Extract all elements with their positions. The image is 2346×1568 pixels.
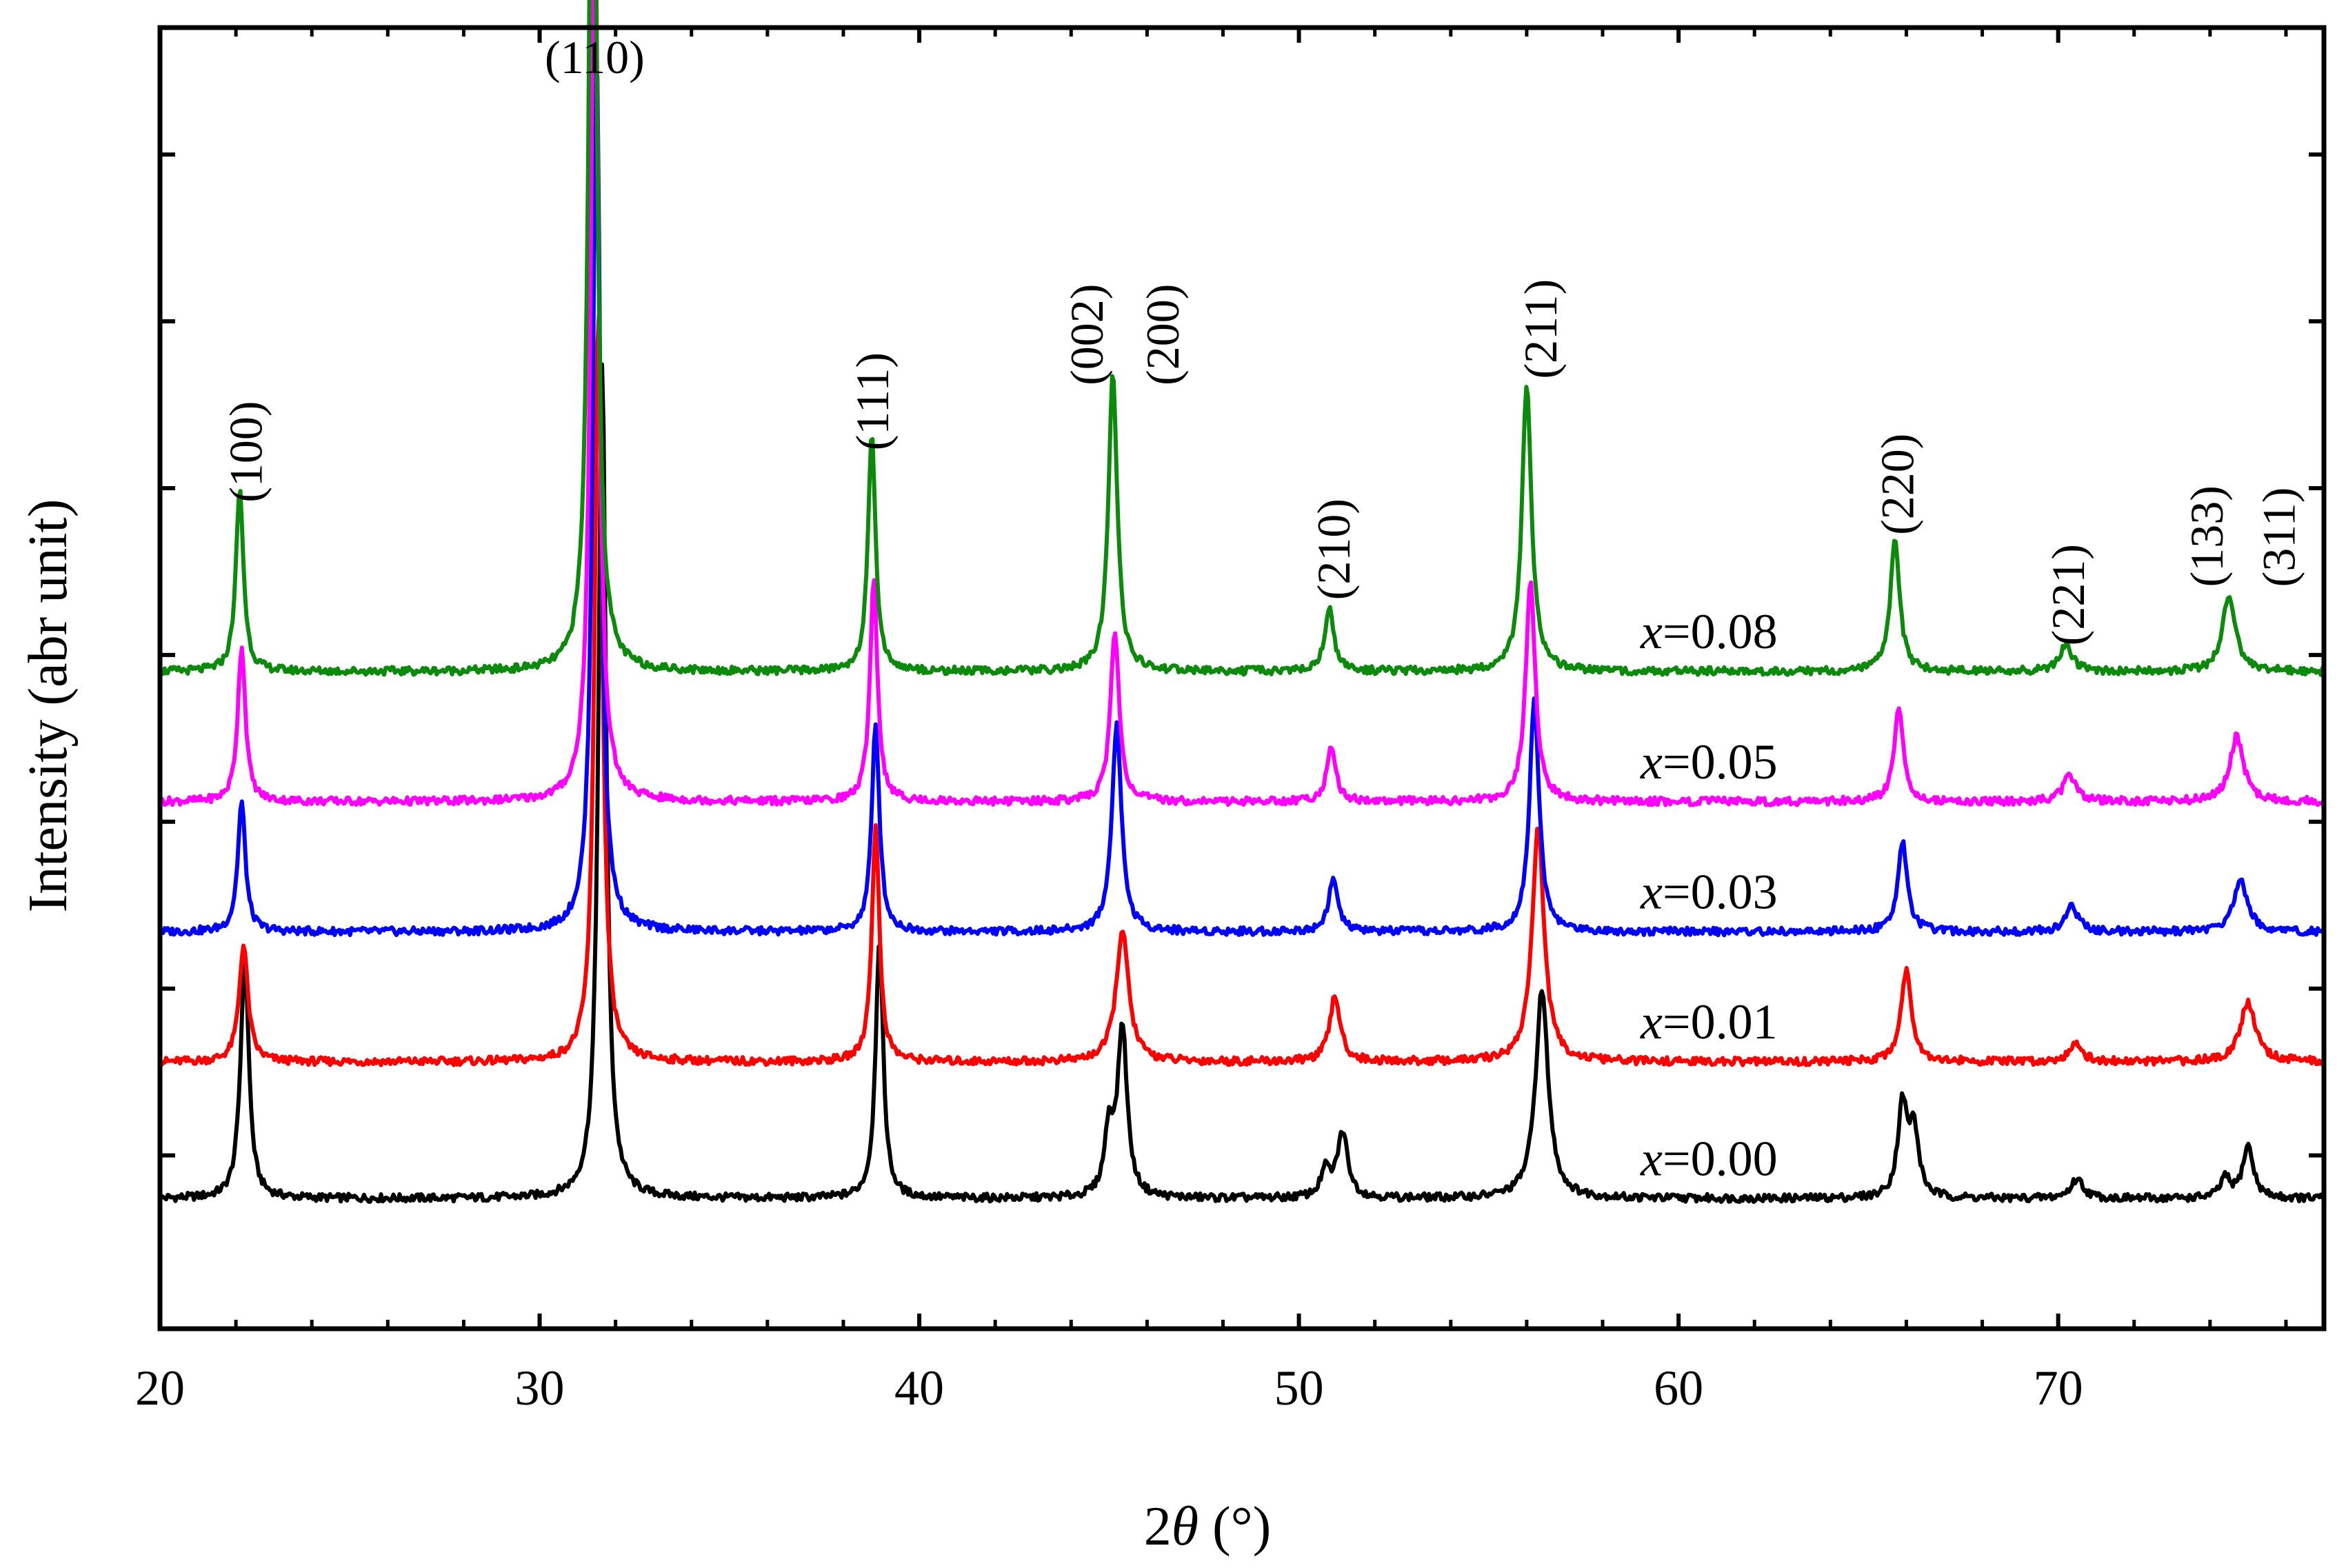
series-label: x=0.08 [1640,604,1778,659]
series-label: x=0.00 [1640,1131,1778,1186]
peak-label: (111) [846,352,899,450]
peak-label: (311) [2253,488,2305,587]
peak-label: (110) [545,31,645,83]
series-label: x=0.05 [1640,734,1778,790]
series-label-var: x [1640,1131,1663,1186]
x-tick-label: 20 [135,1360,185,1416]
series-line-x=0.08 [159,0,2326,677]
x-tick-label: 40 [894,1360,944,1416]
series-label-value: =0.03 [1663,864,1778,919]
series-label: x=0.03 [1640,864,1778,919]
peak-label: (133) [2180,485,2233,587]
series-label-value: =0.05 [1663,734,1778,790]
x-axis-title: 2θ (°) [1144,1496,1272,1557]
series-label-var: x [1640,864,1663,919]
peak-label: (211) [1514,279,1567,379]
series-line-x=0.05 [158,0,2326,807]
peak-label: (002) [1061,284,1113,385]
series-label-value: =0.01 [1663,994,1778,1049]
series-line-x=0.03 [159,68,2326,938]
series-label-var: x [1640,994,1663,1049]
series-label: x=0.01 [1640,994,1778,1049]
x-tick-label: 60 [1654,1360,1703,1416]
peak-label: (220) [1871,434,1923,535]
peak-label: (221) [2042,544,2094,645]
plot-frame [157,25,2327,1331]
series-line-x=0.00 [158,362,2326,1204]
x-tick-label: 30 [515,1360,565,1416]
x-tick-label: 50 [1274,1360,1324,1416]
series-label-var: x [1640,604,1663,659]
series-line-x=0.01 [159,312,2326,1067]
y-axis-title: Intensity (abr unit) [18,499,79,913]
peak-label: (100) [220,401,272,502]
x-tick-label: 70 [2034,1360,2083,1416]
series-layer [158,0,2326,1204]
peak-label: (200) [1136,284,1189,385]
x-axis-title-prefix: 2 [1144,1496,1172,1557]
x-axis-title-symbol: θ [1172,1496,1199,1557]
x-axis-title-suffix: (°) [1199,1496,1271,1557]
series-label-value: =0.00 [1663,1131,1778,1186]
annotation-layer: (100) (110) (111) (002) (200) (210) (211) (220)… [220,31,2305,645]
series-label-var: x [1640,734,1663,790]
tick-layer [158,28,2324,1329]
peak-label: (210) [1307,499,1360,600]
series-label-value: =0.08 [1663,604,1778,659]
